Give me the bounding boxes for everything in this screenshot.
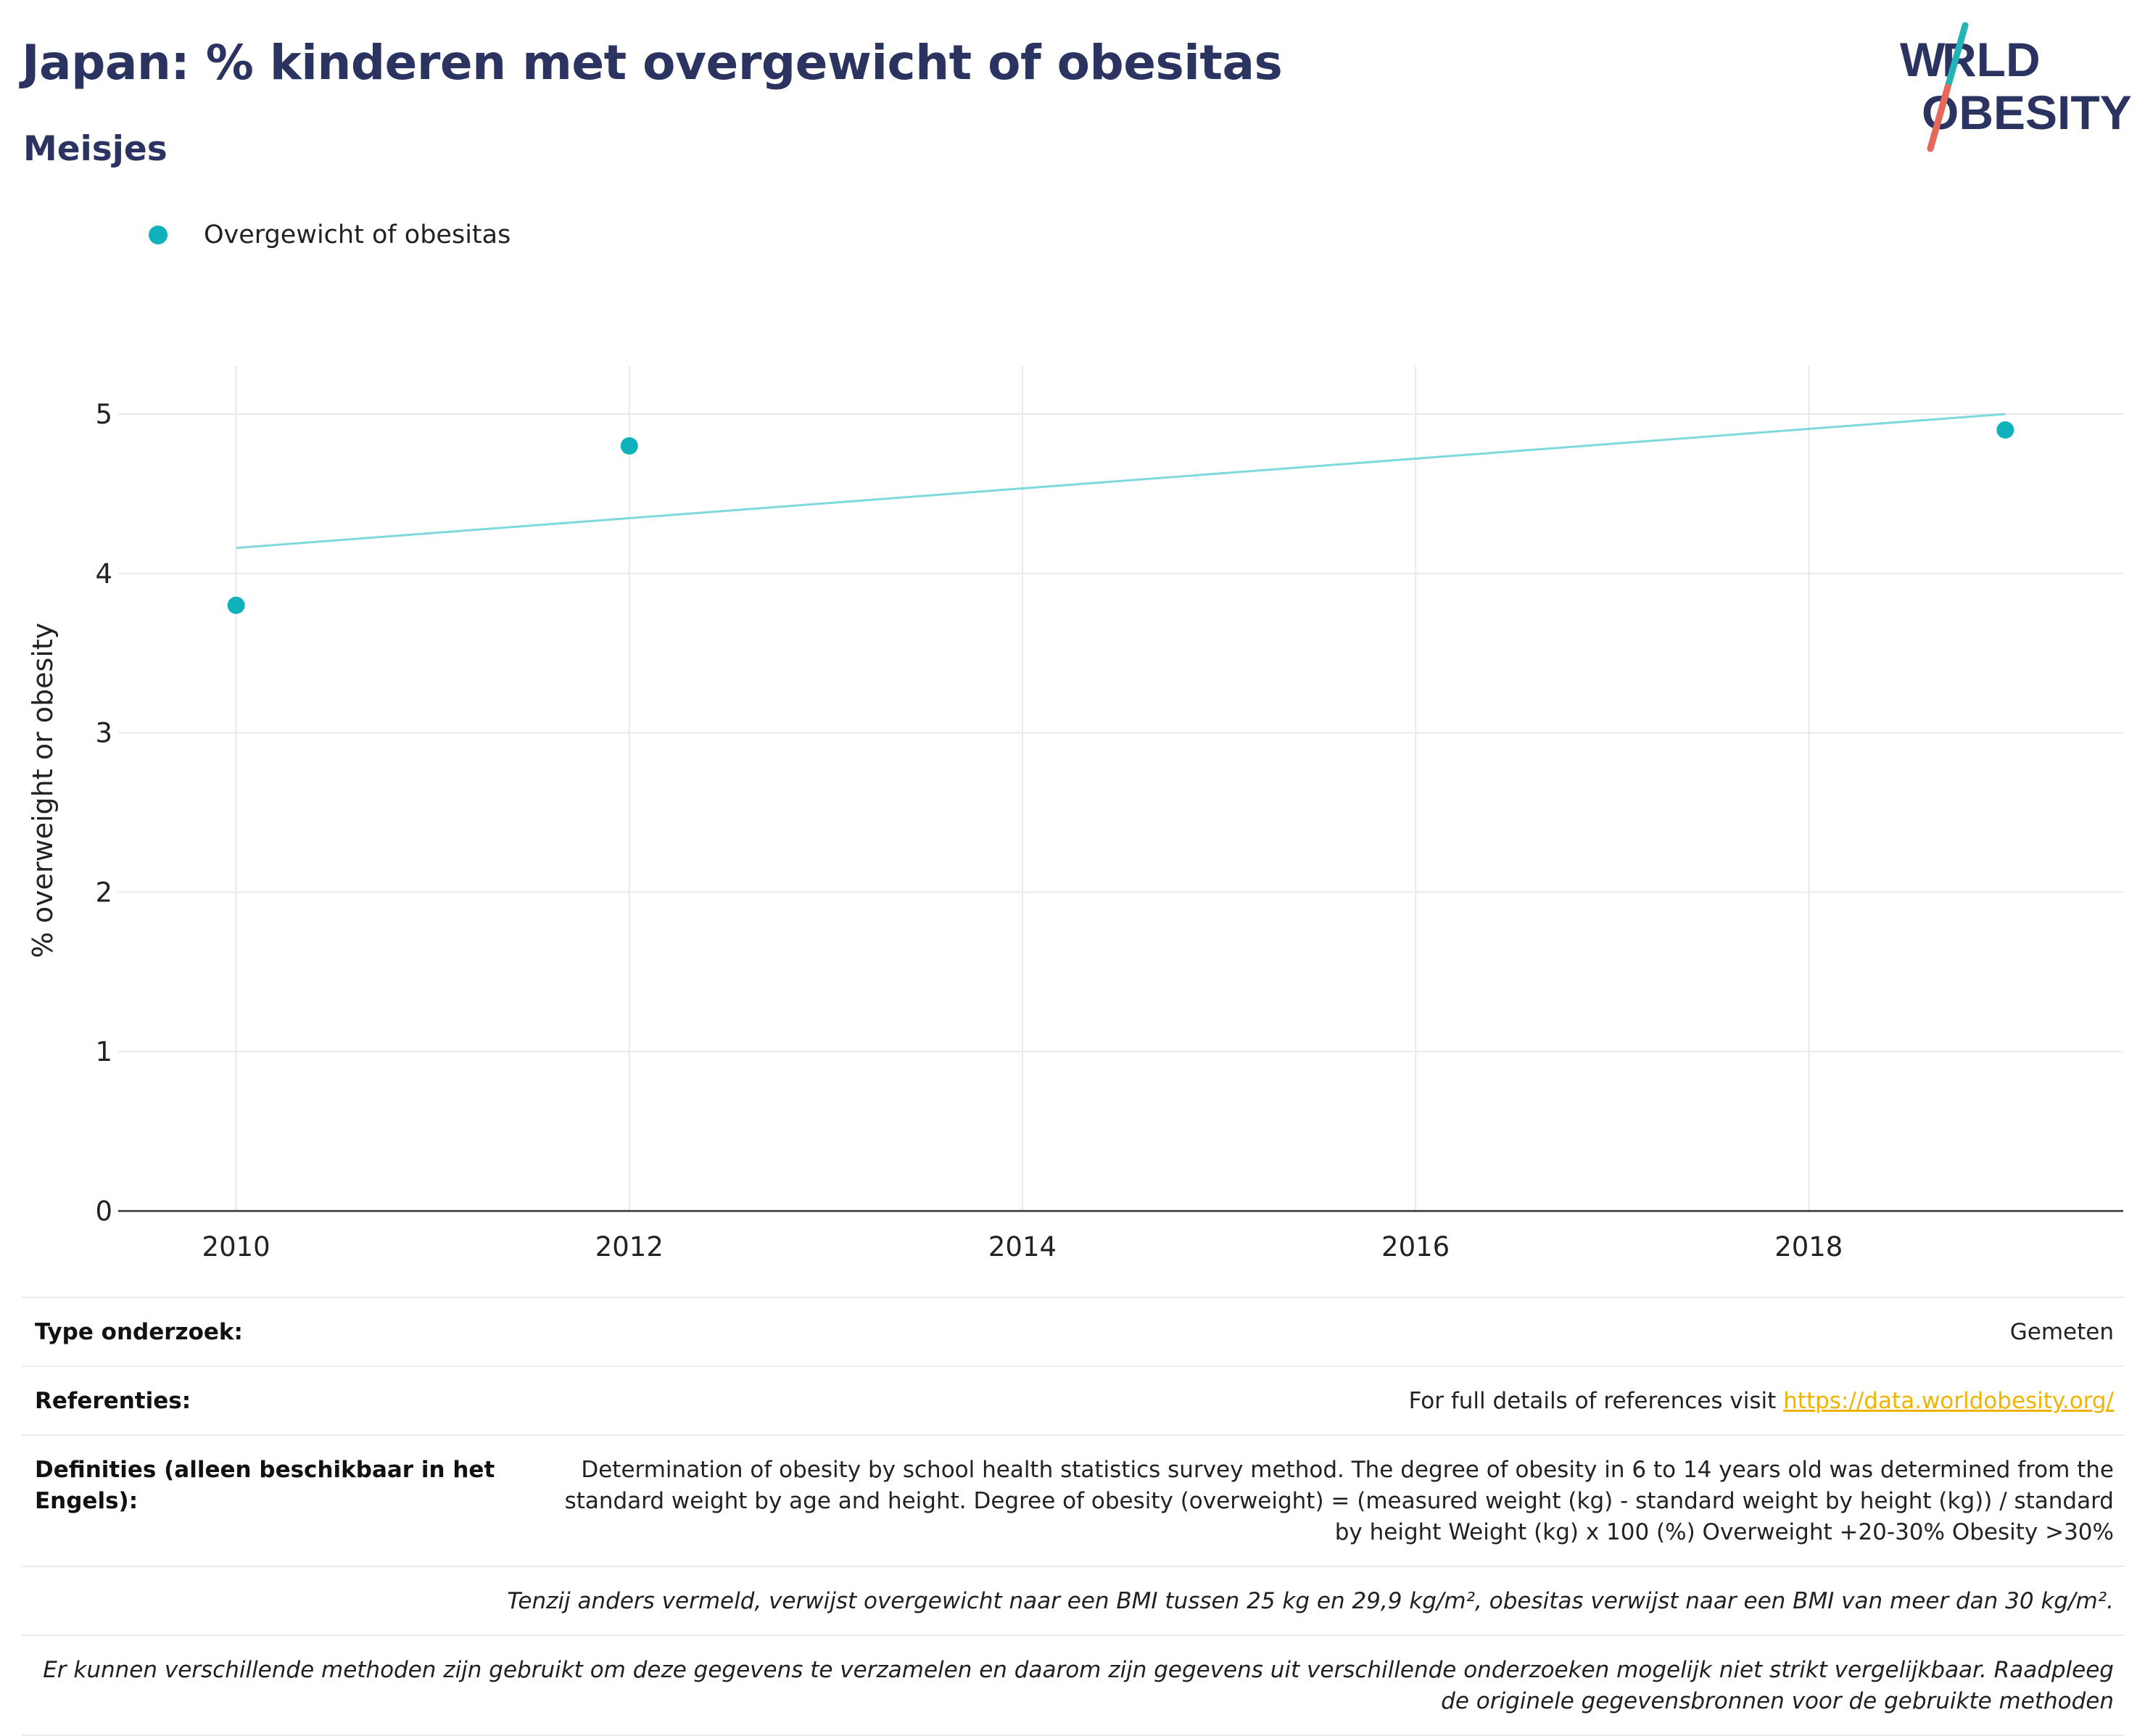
methods-note-row: Er kunnen verschillende methoden zijn ge… (22, 1634, 2125, 1736)
y-tick-label: 3 (95, 718, 112, 749)
survey-type-label: Type onderzoek: (35, 1319, 243, 1345)
info-table: Type onderzoek: Gemeten Referenties: For… (22, 1297, 2125, 1736)
references-value: For full details of references visit htt… (499, 1386, 2114, 1417)
methods-note: Er kunnen verschillende methoden zijn ge… (43, 1657, 2114, 1714)
y-tick-label: 5 (95, 399, 112, 430)
axes: 2010 2012 2014 2016 2018 0 1 2 3 4 5 (95, 399, 2123, 1262)
chart-legend: Overgewicht of obesitas (149, 218, 511, 252)
references-link[interactable]: https://data.worldobesity.org/ (1783, 1388, 2114, 1414)
x-tick-label: 2014 (988, 1231, 1057, 1262)
y-axis-label: % overweight or obesity (27, 623, 59, 959)
trend-line (236, 413, 2006, 550)
references-row: Referenties: For full details of referen… (22, 1365, 2125, 1434)
x-tick-label: 2018 (1774, 1231, 1843, 1262)
x-tick-label: 2016 (1381, 1231, 1450, 1262)
world-obesity-logo: W RLD OBESITY (1900, 22, 2132, 152)
references-text: For full details of references visit (1408, 1388, 1784, 1414)
y-tick-label: 2 (95, 877, 112, 908)
scatter-chart: 2010 2012 2014 2016 2018 0 1 2 3 4 5 % overweight … (27, 366, 2123, 1262)
data-point (227, 596, 245, 614)
y-tick-label: 1 (95, 1036, 112, 1067)
legend-marker (149, 226, 168, 244)
bmi-note-row: Tenzij anders vermeld, verwijst overgewi… (22, 1566, 2125, 1634)
x-tick-label: 2010 (202, 1231, 270, 1262)
data-points (227, 421, 2014, 614)
page-title: Japan: % kinderen met overgewicht of obe… (22, 35, 1283, 91)
bmi-note: Tenzij anders vermeld, verwijst overgewi… (507, 1588, 2114, 1614)
svg-text:W: W (1900, 33, 1946, 86)
svg-text:OBESITY: OBESITY (1922, 86, 2132, 139)
definitions-label: Definities (alleen beschikbaar in het En… (35, 1457, 495, 1514)
survey-type-value: Gemeten (2009, 1319, 2114, 1345)
definitions-row: Definities (alleen beschikbaar in het En… (22, 1434, 2125, 1566)
y-tick-label: 4 (95, 558, 112, 590)
y-tick-label: 0 (95, 1196, 112, 1227)
data-point (620, 437, 638, 455)
survey-type-row: Type onderzoek: Gemeten (22, 1297, 2125, 1365)
grid-lines (118, 366, 2123, 1211)
x-tick-label: 2012 (595, 1231, 664, 1262)
trend-layer (236, 413, 2006, 550)
definitions-value: Determination of obesity by school healt… (564, 1457, 2114, 1545)
references-label: Referenties: (35, 1388, 191, 1414)
legend-label: Overgewicht of obesitas (204, 220, 511, 249)
page-subtitle: Meisjes (23, 129, 168, 169)
data-point (1996, 421, 2014, 439)
